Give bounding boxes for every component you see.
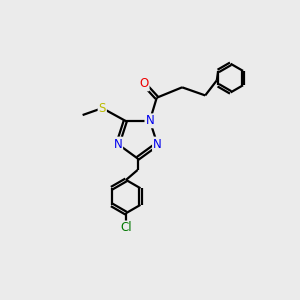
- Text: O: O: [140, 77, 149, 90]
- Text: N: N: [146, 114, 154, 127]
- Text: Cl: Cl: [120, 221, 132, 235]
- Text: N: N: [113, 138, 122, 151]
- Text: S: S: [99, 102, 106, 115]
- Text: N: N: [153, 138, 162, 151]
